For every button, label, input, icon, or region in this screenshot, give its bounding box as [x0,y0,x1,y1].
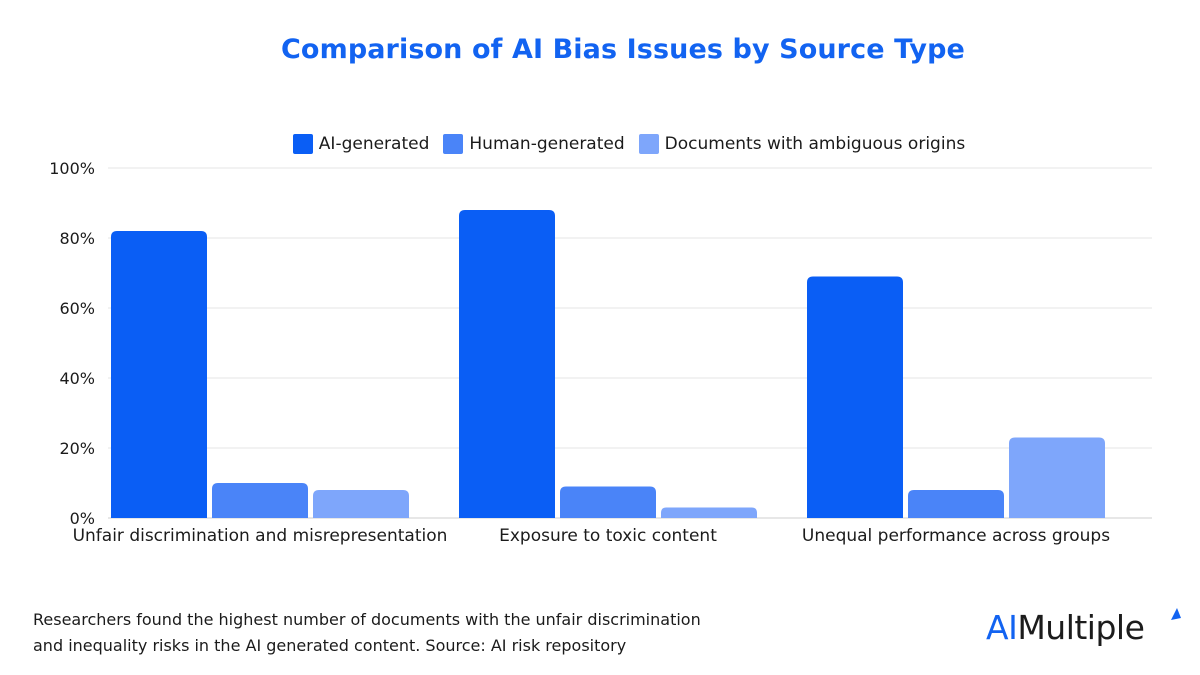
caption-line-2: and inequality risks in the AI generated… [33,636,627,655]
y-tick-label: 20% [59,439,95,458]
logo-multiple-text: Multiple [1017,608,1145,647]
bar-ai-generated[interactable] [111,231,207,518]
y-tick-label: 60% [59,299,95,318]
y-tick-label: 40% [59,369,95,388]
legend-swatch [292,134,313,154]
bars [111,210,1105,518]
bar-documents-with-ambiguous-origins[interactable] [313,490,409,518]
bar-chart-plot: 0% 20% 40% 60% 80% 100% Unfair discrimination… [49,159,1152,546]
bar-human-generated[interactable] [212,483,308,518]
x-category-label: Unequal performance across groups [802,526,1110,546]
chart-title: Comparison of AI Bias Issues by Source T… [281,34,965,65]
chart-legend: AI-generated Human-generated Documents w… [0,134,1200,154]
y-tick-label: 100% [49,159,95,178]
y-tick-label: 80% [59,229,95,248]
legend-label: Documents with ambiguous origins [664,134,966,154]
chart-caption: Researchers found the highest number of … [33,607,833,659]
x-category-label: Exposure to toxic content [499,526,717,546]
legend-label: AI-generated [318,134,430,154]
bar-documents-with-ambiguous-origins[interactable] [1009,437,1105,519]
y-tick-label: 0% [70,509,95,528]
brand-logo[interactable]: AIMultiple [986,608,1145,654]
bar-documents-with-ambiguous-origins[interactable] [661,507,757,519]
legend-label: Human-generated [469,134,625,154]
legend-item-human-generated[interactable]: Human-generated [443,134,625,154]
bar-ai-generated[interactable] [807,276,903,519]
logo-ai-text: AI [986,608,1018,647]
legend-swatch [638,134,659,154]
legend-item-ambiguous-origins[interactable]: Documents with ambiguous origins [638,134,966,154]
x-axis-labels: Unfair discrimination and misrepresentat… [73,526,1111,546]
x-category-label: Unfair discrimination and misrepresentat… [73,526,448,546]
grid-lines [108,167,1152,519]
logo-spark-icon [1171,608,1181,620]
bar-ai-generated[interactable] [459,210,555,518]
legend-swatch [443,134,464,154]
bar-human-generated[interactable] [560,486,656,519]
legend-item-ai-generated[interactable]: AI-generated [292,134,430,154]
bar-human-generated[interactable] [908,490,1004,518]
y-axis-ticks: 0% 20% 40% 60% 80% 100% [49,159,95,528]
caption-line-1: Researchers found the highest number of … [33,610,701,629]
